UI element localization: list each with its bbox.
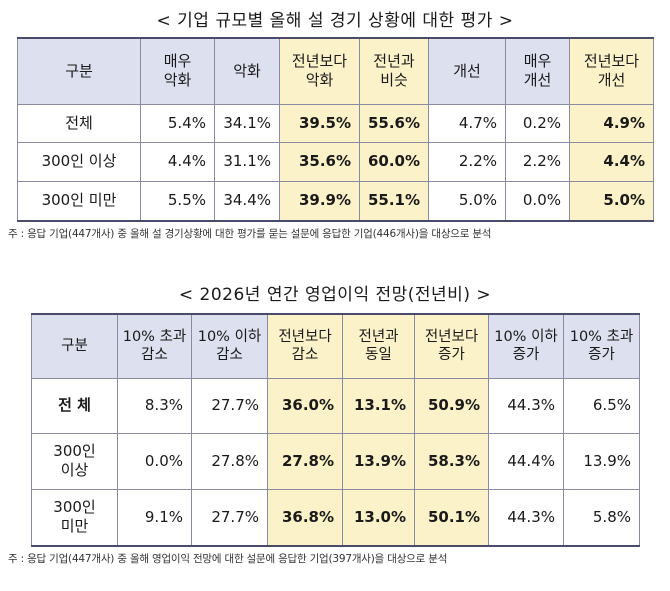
table-cell: 4.7%	[428, 103, 506, 143]
table-cell: 34.4%	[214, 180, 280, 222]
t2-header-cell: 전년과 동일	[342, 313, 415, 379]
table-cell: 2.2%	[505, 141, 570, 182]
table-cell: 55.6%	[359, 103, 429, 143]
table-cell: 35.6%	[279, 141, 360, 182]
t2-header-cell: 구분	[31, 313, 118, 379]
table-cell: 0.2%	[505, 103, 570, 143]
row-label: 300인 미만	[17, 180, 141, 222]
table-cell: 4.4%	[569, 141, 654, 182]
table-row: 300인 이상 0.0% 27.8% 27.8% 13.9% 58.3% 44.…	[31, 432, 640, 490]
table-row: 전 체 8.3% 27.7% 36.0% 13.1% 50.9% 44.3% 6…	[31, 377, 640, 434]
t1-header-cell: 매우 개선	[505, 37, 570, 105]
table-cell: 27.8%	[267, 432, 343, 490]
table-cell: 13.0%	[342, 488, 415, 547]
table-cell: 27.7%	[191, 377, 268, 434]
table-cell: 8.3%	[117, 377, 192, 434]
table-cell: 31.1%	[214, 141, 280, 182]
t2-header-cell: 전년보다 감소	[267, 313, 343, 379]
table-cell: 27.8%	[191, 432, 268, 490]
table-cell: 34.1%	[214, 103, 280, 143]
table-cell: 44.3%	[488, 377, 564, 434]
table-cell: 13.9%	[563, 432, 640, 490]
row-label: 전체	[17, 103, 141, 143]
table1-title: < 기업 규모별 올해 설 경기 상황에 대한 평가 >	[156, 11, 514, 31]
table-cell: 2.2%	[428, 141, 506, 182]
table-cell: 5.0%	[428, 180, 506, 222]
table2: 구분 10% 초과 감소 10% 이하 감소 전년보다 감소 전년과 동일 전년…	[31, 313, 640, 547]
table1-header-row: 구분 매우 악화 악화 전년보다 악화 전년과 비슷 개선 매우 개선 전년보다…	[17, 37, 654, 105]
table-cell: 6.5%	[563, 377, 640, 434]
t1-header-cell: 전년과 비슷	[359, 37, 429, 105]
table-cell: 60.0%	[359, 141, 429, 182]
table-cell: 39.9%	[279, 180, 360, 222]
t2-header-cell: 10% 초과 감소	[117, 313, 192, 379]
t2-header-cell: 10% 이하 증가	[488, 313, 564, 379]
table-cell: 36.8%	[267, 488, 343, 547]
table-cell: 27.7%	[191, 488, 268, 547]
table-cell: 36.0%	[267, 377, 343, 434]
table2-note: 주 : 응답 기업(447개사) 중 올해 영업이익 전망에 대한 설문에 응답…	[8, 553, 448, 565]
table-cell: 13.1%	[342, 377, 415, 434]
table-row: 300인 이상 4.4% 31.1% 35.6% 60.0% 2.2% 2.2%…	[17, 141, 654, 182]
table-cell: 4.4%	[140, 141, 215, 182]
table-cell: 50.9%	[414, 377, 489, 434]
table-row: 300인 미만 9.1% 27.7% 36.8% 13.0% 50.1% 44.…	[31, 488, 640, 547]
t1-header-cell: 매우 악화	[140, 37, 215, 105]
t2-header-cell: 전년보다 증가	[414, 313, 489, 379]
table2-header-row: 구분 10% 초과 감소 10% 이하 감소 전년보다 감소 전년과 동일 전년…	[31, 313, 640, 379]
table-cell: 50.1%	[414, 488, 489, 547]
table1: 구분 매우 악화 악화 전년보다 악화 전년과 비슷 개선 매우 개선 전년보다…	[17, 37, 654, 222]
t1-header-cell: 전년보다 개선	[569, 37, 654, 105]
t1-header-cell: 악화	[214, 37, 280, 105]
table-cell: 9.1%	[117, 488, 192, 547]
table-cell: 4.9%	[569, 103, 654, 143]
table-cell: 5.0%	[569, 180, 654, 222]
table2-title: < 2026년 연간 영업이익 전망(전년비) >	[178, 285, 492, 305]
t1-header-cell: 개선	[428, 37, 506, 105]
table-row: 300인 미만 5.5% 34.4% 39.9% 55.1% 5.0% 0.0%…	[17, 180, 654, 222]
row-label: 전 체	[31, 377, 118, 434]
table-row: 전체 5.4% 34.1% 39.5% 55.6% 4.7% 0.2% 4.9%	[17, 103, 654, 143]
t1-header-cell: 전년보다 악화	[279, 37, 360, 105]
table-cell: 44.4%	[488, 432, 564, 490]
table-cell: 0.0%	[117, 432, 192, 490]
table-cell: 58.3%	[414, 432, 489, 490]
table-cell: 55.1%	[359, 180, 429, 222]
t2-header-cell: 10% 초과 증가	[563, 313, 640, 379]
table1-note: 주 : 응답 기업(447개사) 중 올해 설 경기상황에 대한 평가를 묻는 …	[8, 228, 492, 240]
table-cell: 44.3%	[488, 488, 564, 547]
t1-header-cell: 구분	[17, 37, 141, 105]
t2-header-cell: 10% 이하 감소	[191, 313, 268, 379]
table-cell: 13.9%	[342, 432, 415, 490]
table-cell: 0.0%	[505, 180, 570, 222]
table-cell: 5.8%	[563, 488, 640, 547]
table-cell: 5.4%	[140, 103, 215, 143]
row-label: 300인 이상	[31, 432, 118, 490]
table-cell: 39.5%	[279, 103, 360, 143]
row-label: 300인 미만	[31, 488, 118, 547]
row-label: 300인 이상	[17, 141, 141, 182]
table-cell: 5.5%	[140, 180, 215, 222]
